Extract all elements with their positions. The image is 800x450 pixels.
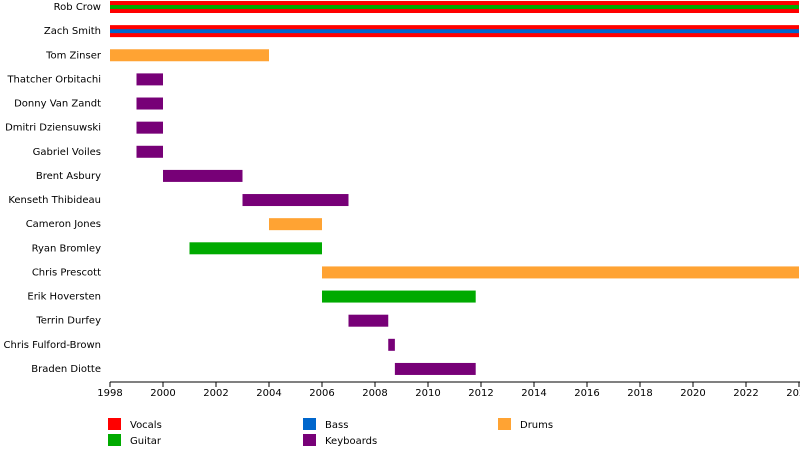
legend-swatch [303, 418, 316, 430]
member-name: Terrin Durfey [35, 316, 101, 327]
tenure-bar [136, 145, 163, 158]
member-name: Erik Hoversten [27, 292, 101, 303]
legend-swatch [303, 434, 316, 446]
tenure-bar [322, 266, 799, 279]
legend-swatch [108, 418, 121, 430]
legend-swatch [108, 434, 121, 446]
tenure-bar [110, 29, 799, 34]
x-tick-label: 2014 [521, 388, 546, 399]
x-tick-label: 2002 [203, 388, 228, 399]
legend-label: Bass [325, 420, 348, 431]
x-tick-label: 2022 [733, 388, 758, 399]
member-name: Cameron Jones [26, 219, 101, 230]
x-tick-label: 2004 [256, 388, 281, 399]
tenure-bar [322, 290, 476, 303]
tenure-bar [136, 97, 163, 110]
member-name: Donny Van Zandt [14, 99, 101, 110]
x-tick-label: 1998 [97, 388, 122, 399]
tenure-bar [110, 49, 269, 62]
tenure-bar [348, 314, 389, 327]
x-tick-label: 2000 [150, 388, 175, 399]
legend-label: Drums [520, 420, 553, 431]
x-tick-label: 2006 [309, 388, 334, 399]
tenure-bar [394, 362, 476, 375]
member-name: Thatcher Orbitachi [6, 74, 101, 85]
member-name: Ryan Bromley [32, 243, 102, 254]
legend-label: Guitar [130, 436, 162, 447]
member-name: Chris Prescott [32, 267, 101, 278]
tenure-bar [110, 5, 799, 9]
member-name: Rob Crow [54, 2, 101, 13]
x-tick-label: 2024 [786, 388, 800, 399]
member-name: Braden Diotte [31, 364, 101, 375]
x-tick-label: 2008 [362, 388, 387, 399]
member-name: Zach Smith [44, 26, 101, 37]
tenure-bar [136, 121, 163, 134]
x-tick-label: 2018 [627, 388, 652, 399]
tenure-bar [269, 218, 322, 231]
member-name: Gabriel Voiles [33, 147, 101, 158]
x-tick-label: 2020 [680, 388, 705, 399]
tenure-bar [163, 169, 243, 182]
tenure-bar [189, 242, 322, 255]
tenure-bar [388, 338, 395, 351]
x-tick-label: 2016 [574, 388, 599, 399]
member-name: Tom Zinser [45, 50, 102, 61]
tenure-bar [242, 194, 349, 207]
legend-label: Vocals [130, 420, 162, 431]
member-name: Kenseth Thibideau [8, 195, 101, 206]
tenure-bar [136, 73, 163, 86]
member-name: Chris Fulford-Brown [4, 340, 101, 351]
x-tick-label: 2012 [468, 388, 493, 399]
legend-swatch [498, 418, 511, 430]
member-name: Dmitri Dziensuwski [5, 123, 101, 134]
x-tick-label: 2010 [415, 388, 440, 399]
member-name: Brent Asbury [36, 171, 101, 182]
legend-label: Keyboards [325, 436, 377, 447]
